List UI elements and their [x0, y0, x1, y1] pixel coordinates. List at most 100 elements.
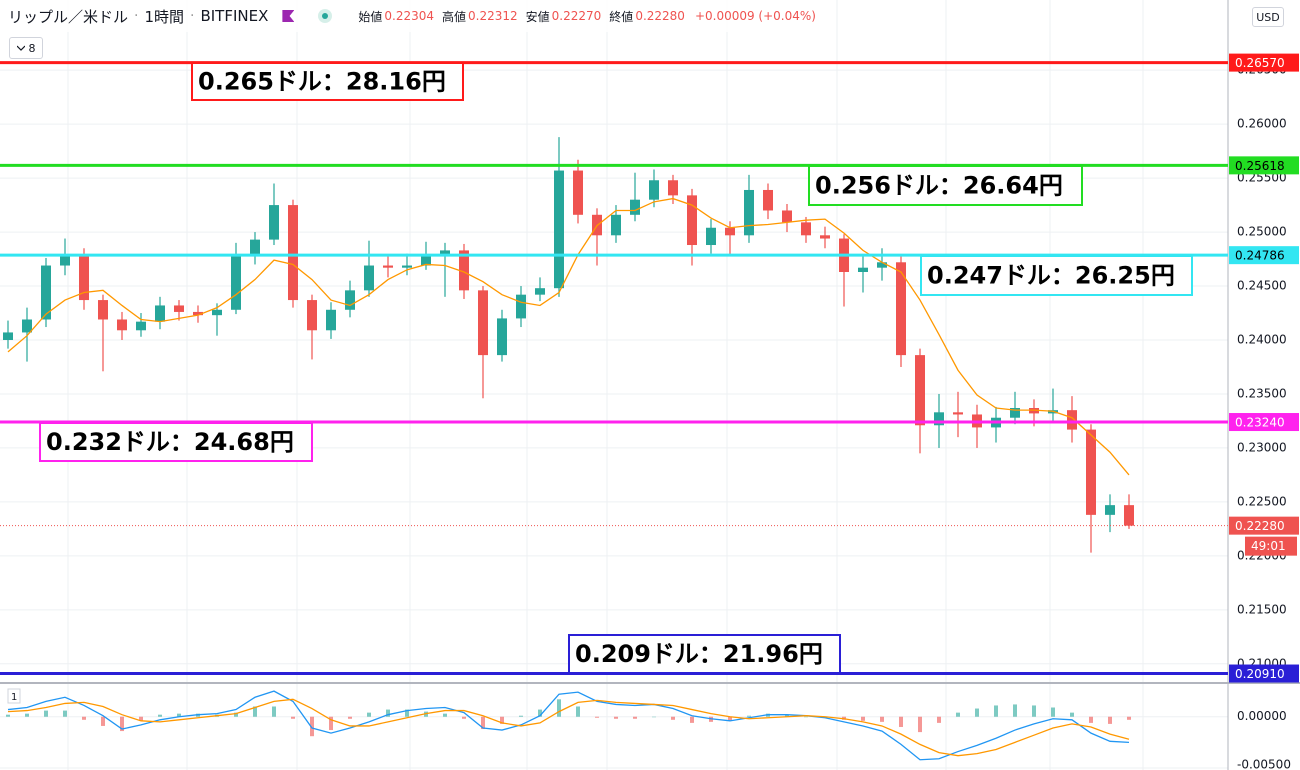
- ohlc-legend: 始値 0.22304 高値 0.22312 安値 0.22270 終値 0.22280: [352, 8, 685, 25]
- histogram-bar: [519, 715, 523, 717]
- candle-body: [687, 195, 697, 246]
- y-tick-label: 0.24500: [1237, 279, 1287, 293]
- histogram-bar: [405, 709, 409, 717]
- level-axis-label: 0.20910: [1235, 667, 1285, 681]
- level-note-box: [920, 255, 1193, 296]
- flag-icon[interactable]: [282, 10, 295, 22]
- level-axis-label: 0.26570: [1235, 56, 1285, 70]
- separator: ·: [134, 8, 139, 24]
- market-status: [318, 9, 333, 23]
- histogram-bar: [348, 716, 352, 719]
- histogram-bar: [272, 706, 276, 717]
- histogram-bar: [728, 716, 732, 721]
- histogram-bar: [500, 716, 504, 724]
- candle-body: [231, 254, 241, 310]
- candle-body: [953, 412, 963, 415]
- currency-button[interactable]: USD: [1252, 7, 1284, 27]
- candle-body: [383, 265, 393, 268]
- histogram-bar: [671, 716, 675, 720]
- level-axis-label: 0.25618: [1235, 159, 1285, 173]
- last-price-label: 0.22280: [1235, 519, 1285, 533]
- candle-body: [668, 180, 678, 196]
- ohlc-value: 0.22312: [468, 9, 518, 23]
- y-tick-label: 0.25000: [1237, 225, 1287, 239]
- candle-body: [136, 321, 146, 331]
- candle-body: [801, 222, 811, 236]
- histogram-bar: [443, 713, 447, 717]
- histogram-bar: [880, 716, 884, 722]
- histogram-bar: [310, 716, 314, 737]
- y-tick-label: 0.21500: [1237, 602, 1287, 616]
- histogram-bar: [785, 714, 789, 717]
- histogram-bar: [101, 716, 105, 726]
- level-note: 0.256ドル：26.64円: [815, 172, 1063, 200]
- pane-label: 1: [11, 692, 17, 703]
- ohlc-label: 安値: [525, 9, 550, 24]
- histogram-bar: [120, 716, 124, 732]
- y-tick-label: 0.24000: [1237, 333, 1287, 347]
- histogram-bar: [367, 712, 371, 717]
- candle-body: [22, 319, 32, 333]
- candle-body: [459, 250, 469, 291]
- candle-body: [1105, 505, 1115, 515]
- histogram-bar: [538, 709, 542, 717]
- candle-body: [706, 227, 716, 246]
- candle-body: [478, 290, 488, 356]
- countdown: 49:01: [1251, 539, 1286, 553]
- histogram-bar: [918, 716, 922, 733]
- candle-body: [250, 239, 260, 255]
- y-tick-label: 0.26000: [1237, 117, 1287, 131]
- candle-body: [1086, 429, 1096, 515]
- histogram-bar: [481, 716, 485, 730]
- level-axis-label-bg: [1229, 246, 1299, 265]
- candle-body: [649, 180, 659, 200]
- ohlc-label: 始値: [358, 9, 383, 24]
- candle-body: [858, 267, 868, 272]
- candle-body: [307, 300, 317, 331]
- candle-body: [744, 189, 754, 236]
- level-axis-label: 0.23240: [1235, 416, 1285, 430]
- ohlc-label: 終値: [609, 9, 634, 24]
- candle-body: [1067, 410, 1077, 430]
- histogram-bar: [1127, 716, 1131, 720]
- level-axis-label-bg: [1229, 664, 1299, 683]
- candle-body: [421, 254, 431, 266]
- histogram-bar: [576, 706, 580, 717]
- candle-body: [1124, 505, 1134, 526]
- histogram-bar: [652, 716, 656, 718]
- y-tick-label: 0.23500: [1237, 386, 1287, 400]
- histogram-bar: [899, 716, 903, 727]
- indicators-toggle[interactable]: 8: [9, 37, 43, 59]
- last-price-label-bg: [1229, 516, 1299, 535]
- histogram-bar: [82, 716, 86, 720]
- level-axis-label-bg: [1229, 53, 1299, 72]
- candle-body: [725, 227, 735, 236]
- histogram-bar: [956, 712, 960, 717]
- histogram-bar: [861, 716, 865, 721]
- candle-body: [117, 319, 127, 331]
- candle-body: [269, 205, 279, 240]
- histogram-bar: [25, 713, 29, 717]
- level-note-box: [568, 634, 841, 674]
- histogram-bar: [44, 710, 48, 717]
- chevron-icon: [16, 45, 25, 51]
- interval[interactable]: 1時間: [144, 7, 185, 26]
- moving-average: [7, 197, 1130, 476]
- histogram-bar: [994, 705, 998, 717]
- ohlc-value: 0.22270: [551, 9, 602, 23]
- histogram-bar: [614, 716, 618, 719]
- level-axis-label-bg: [1229, 156, 1299, 175]
- candle-body: [440, 250, 450, 255]
- pane-label-box: [7, 688, 21, 704]
- histogram-bar: [1013, 704, 1017, 717]
- histogram-bar: [63, 710, 67, 717]
- symbol[interactable]: リップル／米ドル: [8, 7, 129, 26]
- candle-body: [516, 294, 526, 319]
- histogram-bar: [1051, 707, 1055, 717]
- histogram-bar: [975, 708, 979, 717]
- candle-body: [193, 311, 203, 316]
- histogram-bar: [253, 706, 257, 717]
- histogram-bar: [595, 716, 599, 718]
